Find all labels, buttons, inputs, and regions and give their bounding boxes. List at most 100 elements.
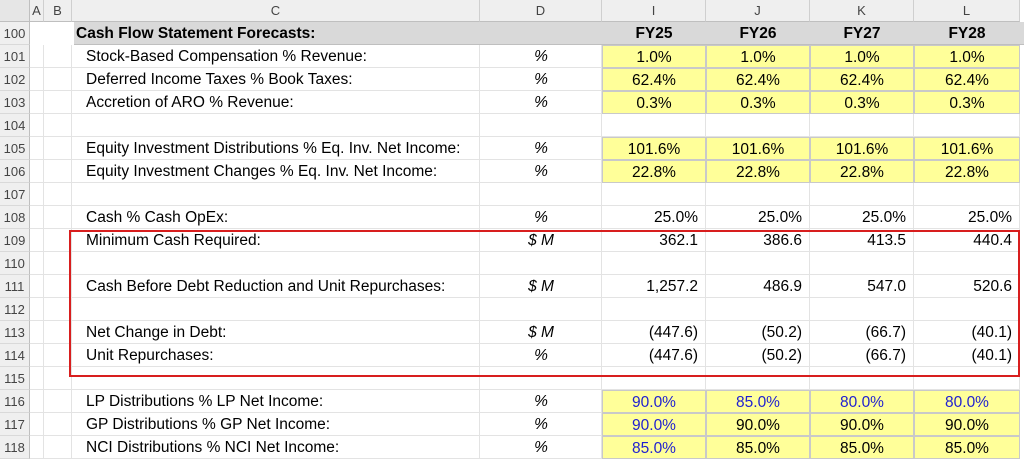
grid-cell[interactable] [72, 229, 480, 252]
select-all-corner[interactable] [0, 0, 30, 22]
grid-cell[interactable] [44, 413, 72, 436]
unit-cell[interactable]: $ M [528, 232, 554, 249]
input-cell[interactable]: 1.0% [706, 45, 810, 68]
grid-cell[interactable] [480, 344, 602, 367]
grid-cell[interactable] [44, 114, 72, 137]
input-cell[interactable]: 85.0% [914, 436, 1020, 459]
grid-cell[interactable] [72, 68, 480, 91]
grid-cell[interactable] [914, 114, 1020, 137]
row-header-106[interactable]: 106 [0, 160, 30, 183]
row-header-111[interactable]: 111 [0, 275, 30, 298]
grid-cell[interactable] [72, 252, 480, 275]
grid-cell[interactable] [810, 344, 914, 367]
row-header-104[interactable]: 104 [0, 114, 30, 137]
row-label[interactable]: Deferred Income Taxes % Book Taxes: [86, 71, 353, 88]
row-label[interactable]: Cash % Cash OpEx: [86, 209, 229, 226]
row-label[interactable]: Accretion of ARO % Revenue: [86, 94, 294, 111]
value-cell[interactable]: (447.6) [648, 324, 698, 341]
unit-cell[interactable]: % [534, 140, 548, 157]
unit-cell[interactable]: % [534, 347, 548, 364]
value-cell[interactable]: (40.1) [971, 324, 1013, 341]
row-header-112[interactable]: 112 [0, 298, 30, 321]
input-cell[interactable]: 0.3% [914, 91, 1020, 114]
year-header[interactable]: FY28 [948, 25, 986, 42]
input-cell[interactable]: 0.3% [602, 91, 706, 114]
grid-cell[interactable] [480, 367, 602, 390]
row-header-110[interactable]: 110 [0, 252, 30, 275]
value-cell[interactable]: 386.6 [763, 232, 802, 249]
section-title[interactable]: Cash Flow Statement Forecasts: [76, 25, 316, 42]
input-cell[interactable]: 90.0% [602, 390, 706, 413]
grid-cell[interactable] [914, 298, 1020, 321]
row-header-103[interactable]: 103 [0, 91, 30, 114]
grid-cell[interactable] [480, 91, 602, 114]
column-header-d[interactable]: D [480, 0, 602, 22]
grid-cell[interactable] [810, 206, 914, 229]
value-cell[interactable]: (447.6) [648, 347, 698, 364]
grid-cell[interactable] [480, 183, 602, 206]
input-cell[interactable]: 90.0% [914, 413, 1020, 436]
grid-cell[interactable] [480, 137, 602, 160]
unit-cell[interactable]: % [534, 48, 548, 65]
year-header[interactable]: FY27 [843, 25, 881, 42]
unit-cell[interactable]: % [534, 439, 548, 456]
input-cell[interactable]: 80.0% [914, 390, 1020, 413]
input-cell[interactable]: 85.0% [602, 436, 706, 459]
value-cell[interactable]: 362.1 [659, 232, 698, 249]
input-cell[interactable]: 1.0% [602, 45, 706, 68]
grid-cell[interactable] [706, 206, 810, 229]
value-cell[interactable]: (40.1) [971, 347, 1013, 364]
grid-cell[interactable] [480, 45, 602, 68]
grid-cell[interactable] [706, 114, 810, 137]
grid-cell[interactable] [44, 183, 72, 206]
column-header-a[interactable]: A [30, 0, 44, 22]
input-cell[interactable]: 1.0% [914, 45, 1020, 68]
grid-cell[interactable] [30, 45, 44, 68]
grid-cell[interactable] [44, 344, 72, 367]
grid-cell[interactable] [44, 321, 72, 344]
grid-cell[interactable] [30, 390, 44, 413]
grid-cell[interactable] [30, 298, 44, 321]
grid-cell[interactable] [30, 229, 44, 252]
column-header-c[interactable]: C [72, 0, 480, 22]
value-cell[interactable]: (50.2) [761, 347, 803, 364]
row-label[interactable]: Equity Investment Distributions % Eq. In… [86, 140, 461, 157]
grid-cell[interactable] [30, 114, 44, 137]
grid-cell[interactable] [30, 160, 44, 183]
grid-cell[interactable] [72, 275, 480, 298]
row-label[interactable]: Equity Investment Changes % Eq. Inv. Net… [86, 163, 438, 180]
unit-cell[interactable]: % [534, 209, 548, 226]
value-cell[interactable]: 440.4 [973, 232, 1012, 249]
grid-cell[interactable] [480, 413, 602, 436]
value-cell[interactable]: 25.0% [654, 209, 698, 226]
row-header-109[interactable]: 109 [0, 229, 30, 252]
input-cell[interactable]: 62.4% [602, 68, 706, 91]
grid-cell[interactable] [30, 367, 44, 390]
grid-cell[interactable] [44, 137, 72, 160]
grid-cell[interactable] [706, 252, 810, 275]
grid-cell[interactable] [810, 321, 914, 344]
grid-cell[interactable] [706, 344, 810, 367]
grid-cell[interactable] [706, 183, 810, 206]
row-label[interactable]: Cash Before Debt Reduction and Unit Repu… [86, 278, 446, 295]
value-cell[interactable]: 486.9 [763, 278, 802, 295]
grid-cell[interactable] [914, 367, 1020, 390]
value-cell[interactable]: 25.0% [862, 209, 906, 226]
grid-cell[interactable] [30, 436, 44, 459]
input-cell[interactable]: 101.6% [706, 137, 810, 160]
value-cell[interactable]: (66.7) [865, 324, 907, 341]
row-header-101[interactable]: 101 [0, 45, 30, 68]
grid-cell[interactable] [72, 413, 480, 436]
grid-cell[interactable] [44, 252, 72, 275]
grid-cell[interactable] [30, 183, 44, 206]
grid-cell[interactable] [810, 114, 914, 137]
input-cell[interactable]: 85.0% [810, 436, 914, 459]
grid-cell[interactable] [72, 183, 480, 206]
grid-cell[interactable] [914, 252, 1020, 275]
unit-cell[interactable]: % [534, 94, 548, 111]
row-label[interactable]: Minimum Cash Required: [86, 232, 261, 249]
grid-cell[interactable] [72, 137, 480, 160]
input-cell[interactable]: 62.4% [914, 68, 1020, 91]
value-cell[interactable]: 25.0% [968, 209, 1012, 226]
input-cell[interactable]: 22.8% [914, 160, 1020, 183]
